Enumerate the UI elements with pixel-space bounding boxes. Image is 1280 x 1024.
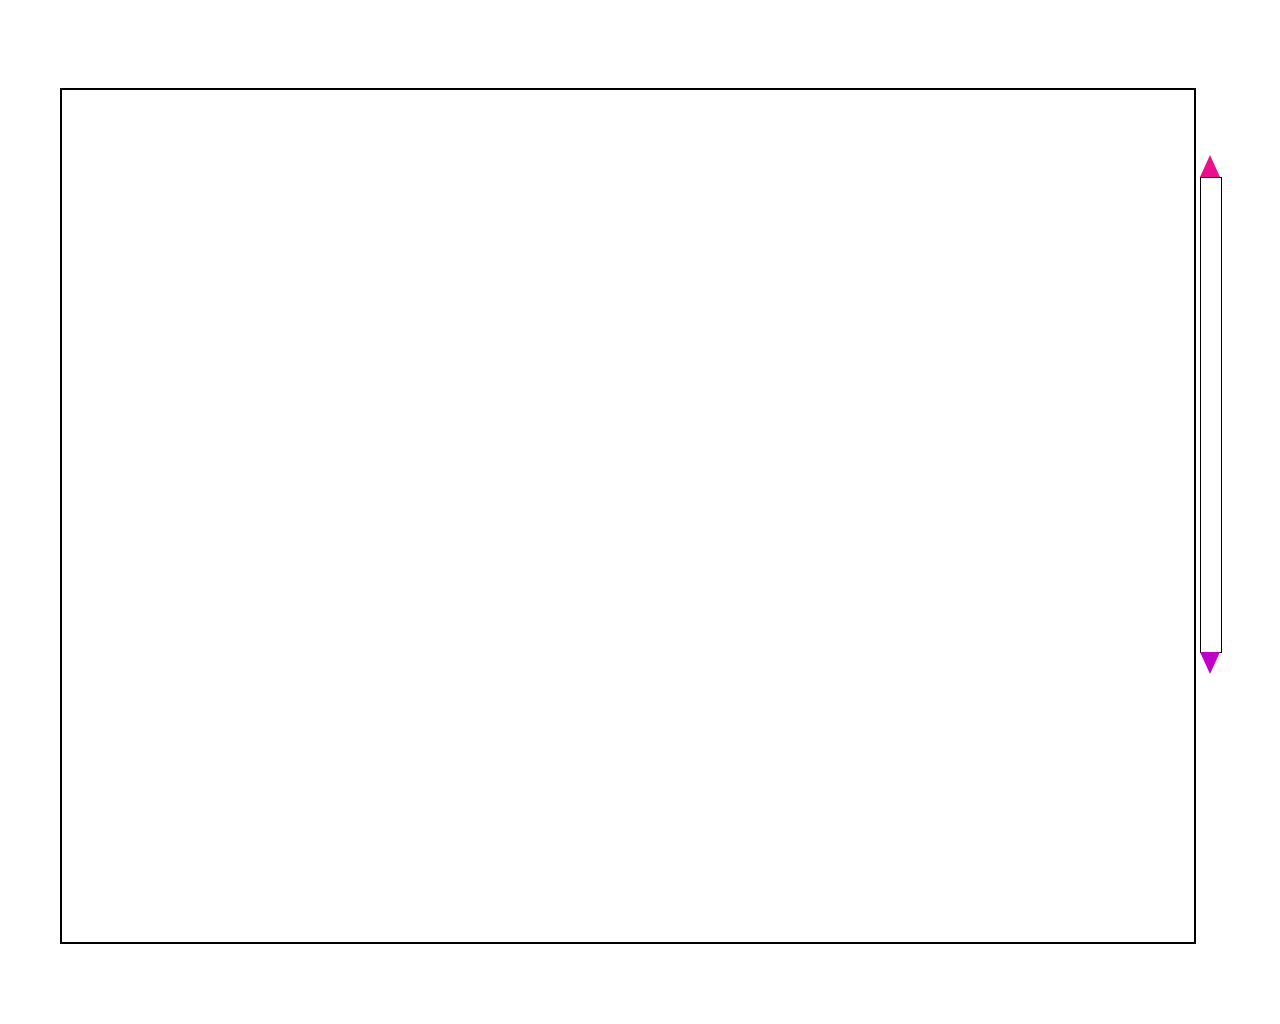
footer-info (60, 950, 860, 957)
colorbar-strip (1200, 177, 1222, 653)
colorbar (1200, 155, 1280, 675)
weather-map[interactable] (60, 88, 1196, 944)
temperature-field (62, 90, 1194, 942)
colorbar-arrow-top-icon (1200, 155, 1220, 177)
colorbar-arrow-bottom-icon (1200, 652, 1220, 674)
map-annotations (62, 90, 1194, 942)
